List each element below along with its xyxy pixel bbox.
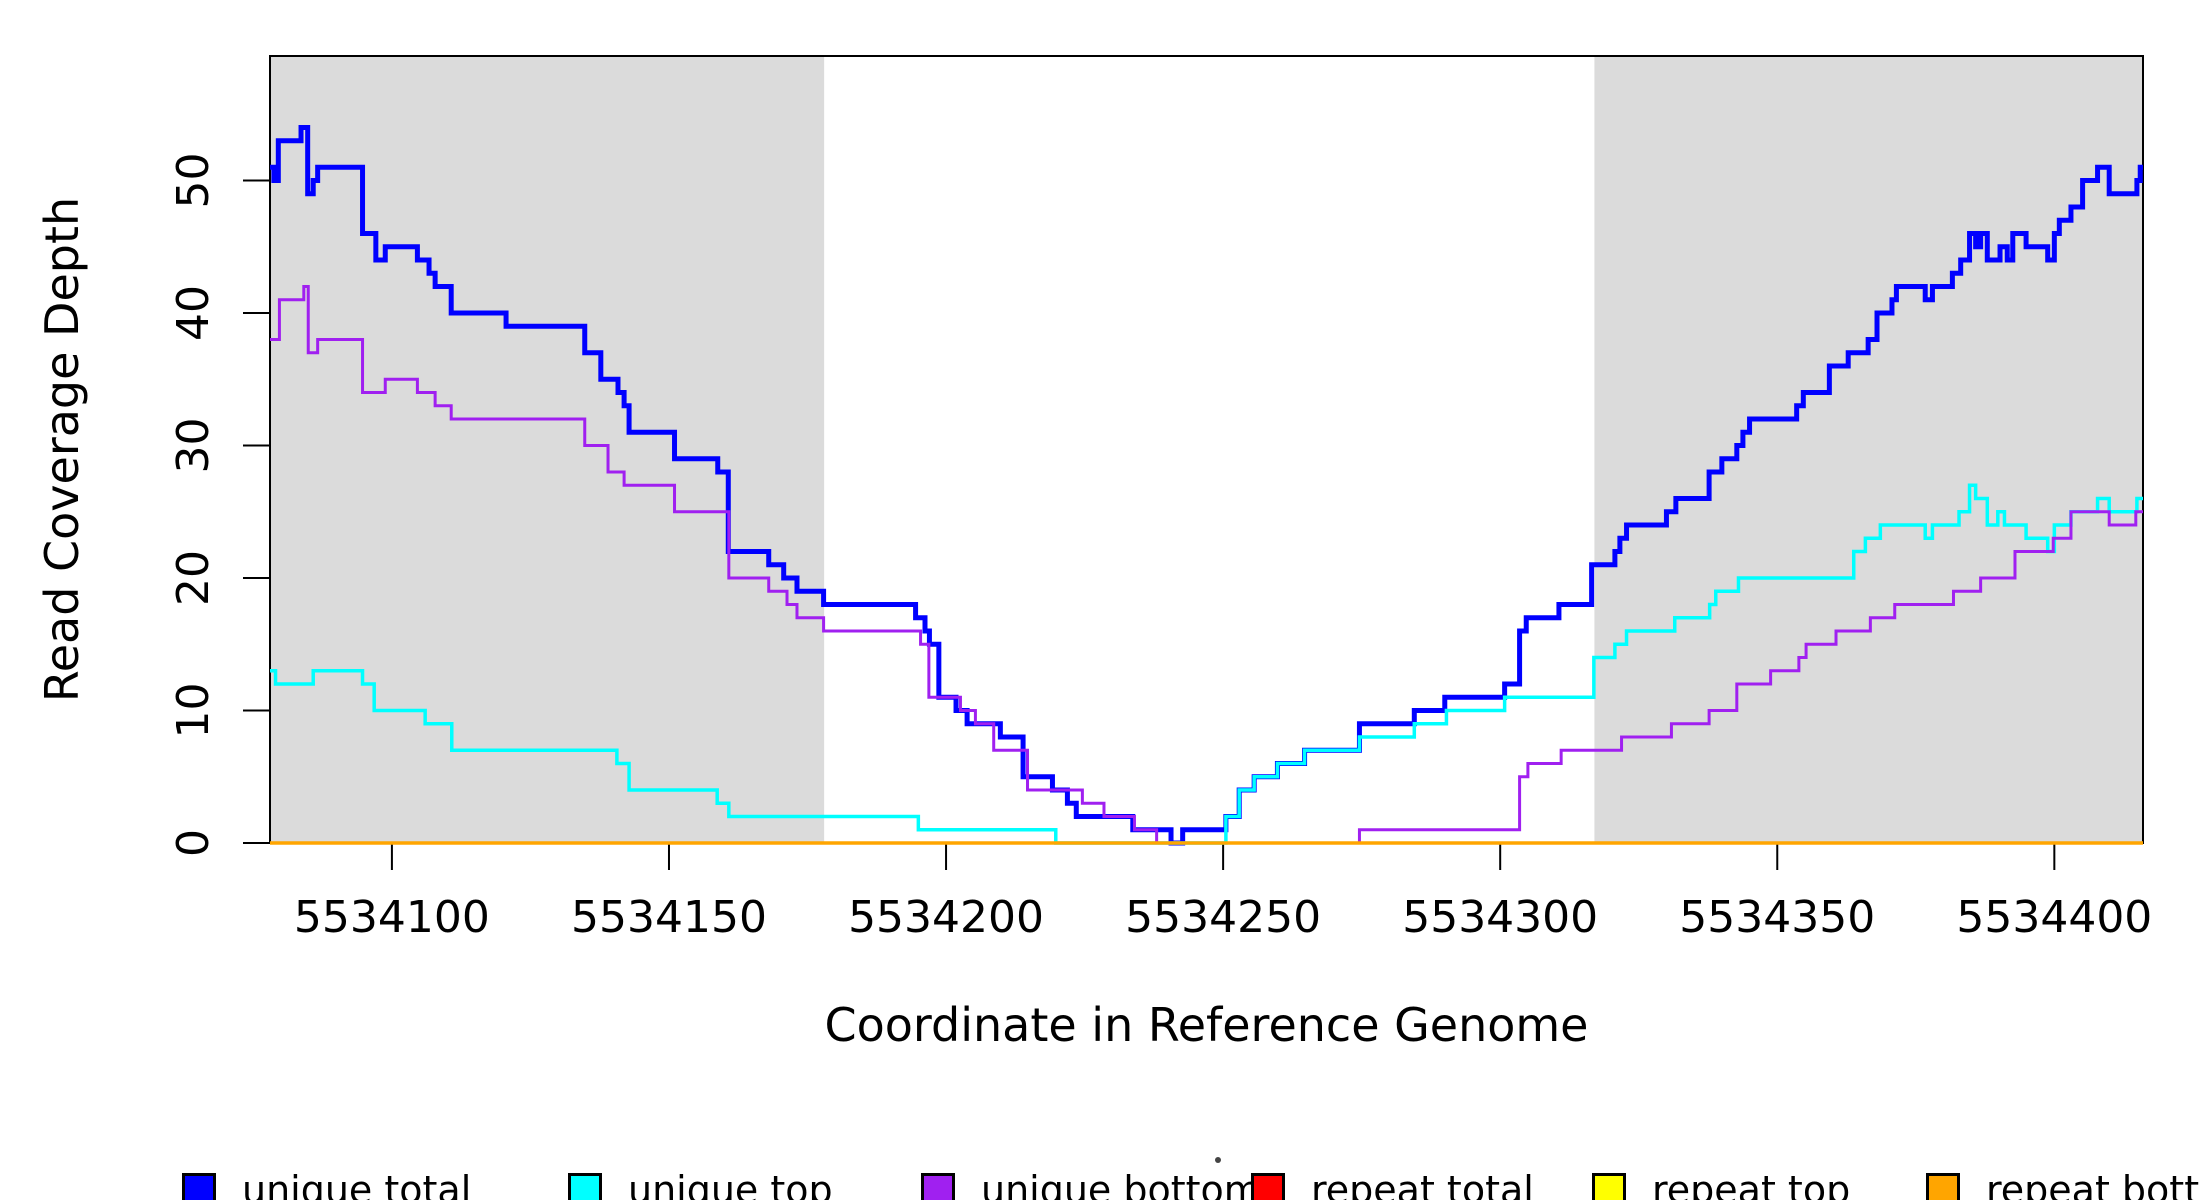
legend-label: repeat top — [1652, 1168, 1851, 1200]
legend-label: unique top — [628, 1168, 833, 1200]
unique-total-swatch-icon — [182, 1173, 216, 1200]
x-tick-label: 5534200 — [848, 892, 1044, 943]
shaded-repeat-region — [270, 56, 825, 843]
legend-label: unique bottom — [981, 1168, 1261, 1200]
legend-item-unique-total: unique total — [182, 1168, 471, 1200]
x-tick-label: 5534350 — [1679, 892, 1875, 943]
x-tick-label: 5534300 — [1402, 892, 1598, 943]
legend-item-unique-bottom: unique bottom — [921, 1168, 1261, 1200]
legend-label: unique total — [242, 1168, 472, 1200]
y-tick-label: 40 — [168, 285, 219, 341]
x-tick-label: 5534250 — [1125, 892, 1321, 943]
shaded-repeat-region — [1594, 56, 2143, 843]
x-tick-label: 5534100 — [294, 892, 490, 943]
y-tick-label: 30 — [168, 418, 219, 474]
y-axis-title: Read Coverage Depth — [35, 197, 89, 702]
y-tick-label: 50 — [168, 153, 219, 209]
unique-top-swatch-icon — [568, 1173, 602, 1200]
legend-label: repeat total — [1311, 1168, 1534, 1200]
x-tick-label: 5534150 — [571, 892, 767, 943]
series-unique-top — [270, 483, 2143, 845]
legend-item-repeat-total: repeat total — [1251, 1168, 1534, 1200]
y-tick-label: 0 — [168, 829, 219, 857]
unique-bottom-swatch-icon — [921, 1173, 955, 1200]
legend-item-unique-top: unique top — [568, 1168, 833, 1200]
legend-label: repeat bottom — [1986, 1168, 2200, 1200]
y-tick-label: 20 — [168, 550, 219, 606]
series-unique-total — [270, 125, 2143, 846]
legend-item-repeat-top: repeat top — [1592, 1168, 1850, 1200]
x-tick-label: 5534400 — [1956, 892, 2152, 943]
repeat-bottom-swatch-icon — [1926, 1173, 1960, 1200]
repeat-total-swatch-icon — [1251, 1173, 1285, 1200]
y-tick-label: 10 — [168, 683, 219, 739]
legend-item-repeat-bottom: repeat bottom — [1926, 1168, 2200, 1200]
x-axis-title: Coordinate in Reference Genome — [825, 998, 1589, 1052]
repeat-top-swatch-icon — [1592, 1173, 1626, 1200]
stray-dot-artifact — [1215, 1157, 1221, 1163]
series-unique-bottom — [270, 285, 2143, 845]
